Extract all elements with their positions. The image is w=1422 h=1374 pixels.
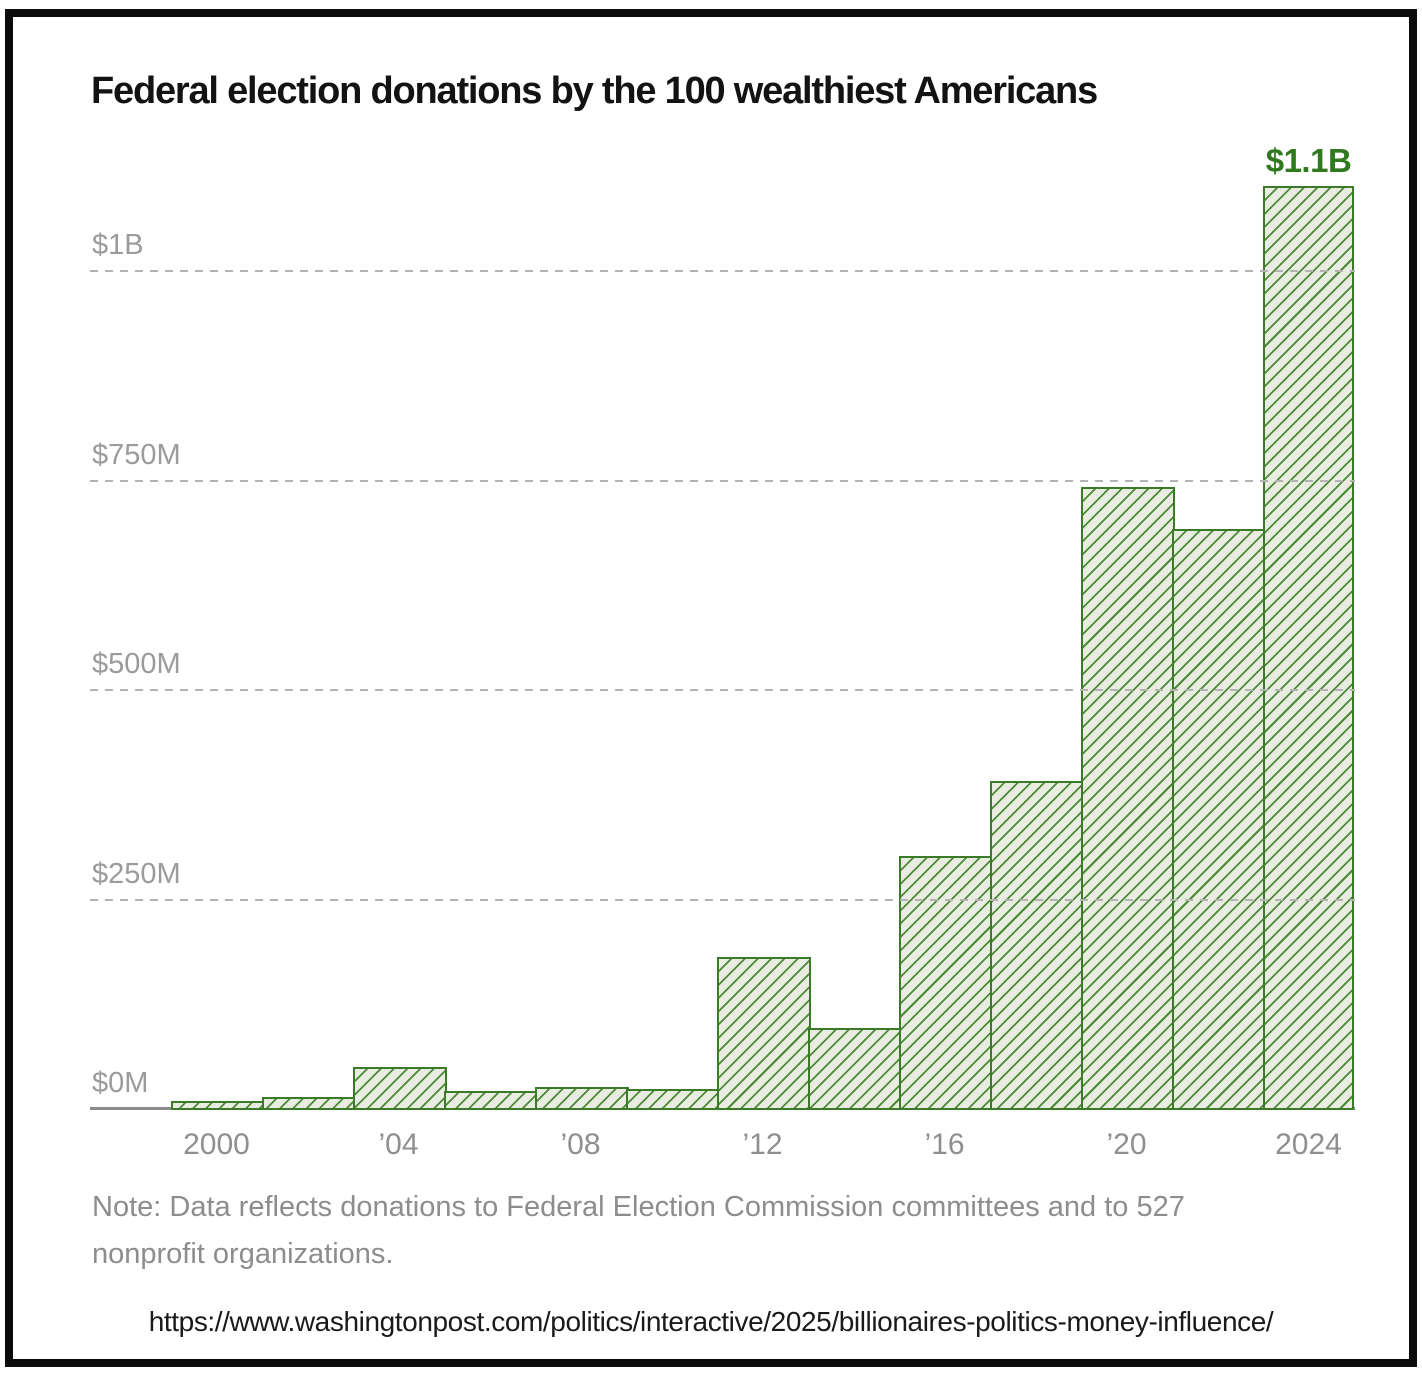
bar-2010	[626, 1089, 720, 1110]
bar-2014	[808, 1027, 902, 1110]
bar-2020	[1081, 487, 1175, 1110]
gridline-750M	[90, 479, 1355, 482]
x-axis-label: ’04	[378, 1128, 419, 1161]
bar-2022	[1172, 529, 1266, 1110]
bar-2024	[1263, 185, 1354, 1110]
gridline-1B	[90, 270, 1355, 272]
source-url: https://www.washingtonpost.com/politics/…	[148, 1306, 1274, 1337]
chart-title: Federal election donations by the 100 we…	[91, 70, 1098, 112]
x-axis-label: ’12	[742, 1128, 783, 1161]
bar-2006	[444, 1090, 538, 1110]
x-axis-label: ’20	[1106, 1128, 1147, 1161]
bar-2012	[717, 956, 811, 1110]
y-axis-label: $500M	[92, 648, 181, 680]
bar-2018	[990, 780, 1084, 1110]
bar-2008	[535, 1086, 629, 1110]
gridline-500M	[90, 689, 1355, 691]
y-axis-label: $1B	[92, 229, 144, 261]
value-annotation: $1.1B	[1265, 141, 1352, 179]
y-axis-label: $250M	[92, 857, 181, 890]
y-axis-label: $0M	[92, 1067, 149, 1099]
x-axis-label: ’08	[560, 1128, 601, 1161]
bar-2000	[171, 1100, 265, 1110]
bar-2002	[262, 1097, 356, 1110]
x-axis-label: 2000	[183, 1128, 250, 1161]
gridline-250M	[90, 898, 1355, 901]
y-axis-label: $750M	[92, 438, 181, 471]
bar-2016	[899, 856, 993, 1110]
bar-2004	[353, 1067, 447, 1110]
note-text: Note: Data reflects donations to Federal…	[92, 1191, 1185, 1270]
x-axis-label: ’16	[924, 1128, 965, 1161]
x-axis-label: 2024	[1275, 1128, 1342, 1161]
